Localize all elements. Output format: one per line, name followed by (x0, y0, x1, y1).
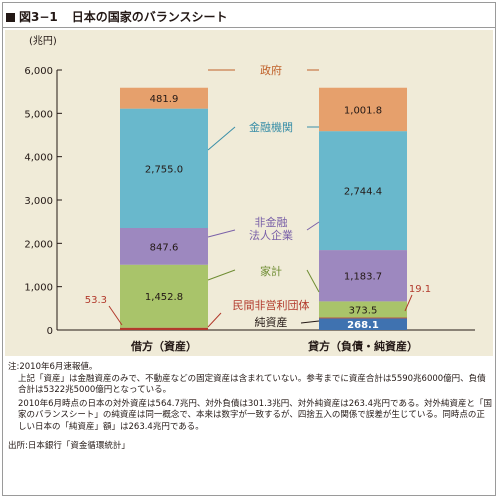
series-annotation-label: 純資産 (255, 316, 288, 329)
figure-title: 図3−1 日本の国家のバランスシート (6, 8, 228, 24)
annotation-connector (306, 269, 320, 293)
x-category-label: 貸方（負債・純資産） (307, 339, 418, 353)
bar-segment (319, 250, 407, 302)
y-tick-label: 4,000 (24, 153, 53, 164)
y-tick-label: 0 (47, 326, 53, 337)
figure-frame (2, 2, 496, 496)
annotation-connector (207, 312, 222, 328)
bar-value-label: 1,001.8 (344, 105, 382, 116)
bar-segment (120, 264, 208, 328)
bar-segment (319, 317, 407, 319)
bar-segment (120, 327, 208, 330)
bar-segment (319, 301, 407, 318)
bar-segment (319, 87, 407, 132)
x-category-label: 借方（資産） (130, 339, 197, 353)
bar-segment (120, 228, 208, 265)
note-paragraph-2: 2010年6月時点の日本の対外資産は564.7兆円、対外負債は301.3兆円、対… (18, 398, 492, 432)
y-tick-label: 5,000 (24, 109, 53, 120)
bar-value-label: 373.5 (349, 305, 378, 316)
bar-value-label: 2,755.0 (145, 164, 183, 175)
note-paragraph-1: 上記「資産」は金融資産のみで、不動産などの固定資産は含まれていない。参考までに資… (18, 373, 486, 396)
bar-value-label: 53.3 (85, 295, 107, 306)
y-tick-label: 3,000 (24, 196, 53, 207)
annotation-connector (207, 269, 236, 281)
annotation-connector (300, 320, 320, 324)
bar-value-label: 481.9 (150, 94, 179, 105)
bar-segment (319, 318, 407, 330)
figure-number: 図3−1 (19, 10, 58, 24)
bar-value-label: 19.1 (409, 284, 431, 295)
series-annotation-label: 金融機関 (249, 120, 293, 134)
y-tick-label: 1,000 (24, 283, 53, 294)
note-date: 注:2010年6月速報値。 (8, 362, 98, 372)
series-annotation-label: 法人企業 (249, 228, 293, 242)
bar-segment (120, 108, 208, 229)
title-square-icon (6, 13, 15, 22)
y-tick-label: 6,000 (24, 66, 53, 77)
series-annotation-label: 政府 (260, 63, 282, 77)
figure-title-text: 日本の国家のバランスシート (71, 10, 228, 24)
title-divider (2, 27, 496, 28)
annotation-connector (207, 229, 236, 238)
source-note: 出所:日本銀行「資金循環統計」 (8, 441, 130, 451)
y-axis-unit-label: (兆円) (29, 35, 57, 47)
leader-line (404, 294, 413, 312)
bar-segment (120, 87, 208, 109)
annotation-connector (306, 221, 320, 231)
bar-value-label: 268.1 (347, 320, 379, 331)
bar-value-label: 2,744.4 (344, 187, 382, 198)
series-annotation-label: 家計 (260, 264, 282, 278)
notes: 注:2010年6月速報値。 上記「資産」は金融資産のみで、不動産などの固定資産は… (8, 362, 493, 453)
chart-panel: (兆円) 0 1,000 2,000 3,000 4,000 5,000 6,000 借方（資産… (5, 30, 493, 356)
stacked-bar-chart: (兆円) 0 1,000 2,000 3,000 4,000 5,000 6,000 借方（資産… (24, 35, 475, 353)
y-tick-label: 2,000 (24, 239, 53, 250)
annotation-connector (207, 126, 236, 151)
bar-segment (319, 131, 407, 251)
leader-line (108, 305, 123, 326)
bar-value-label: 1,452.8 (145, 292, 183, 303)
series-annotation-label: 民間非営利団体 (233, 298, 310, 312)
bar-value-label: 847.6 (150, 242, 179, 253)
bar-value-label: 1,183.7 (344, 272, 382, 283)
series-annotation-label: 非金融 (255, 215, 288, 229)
